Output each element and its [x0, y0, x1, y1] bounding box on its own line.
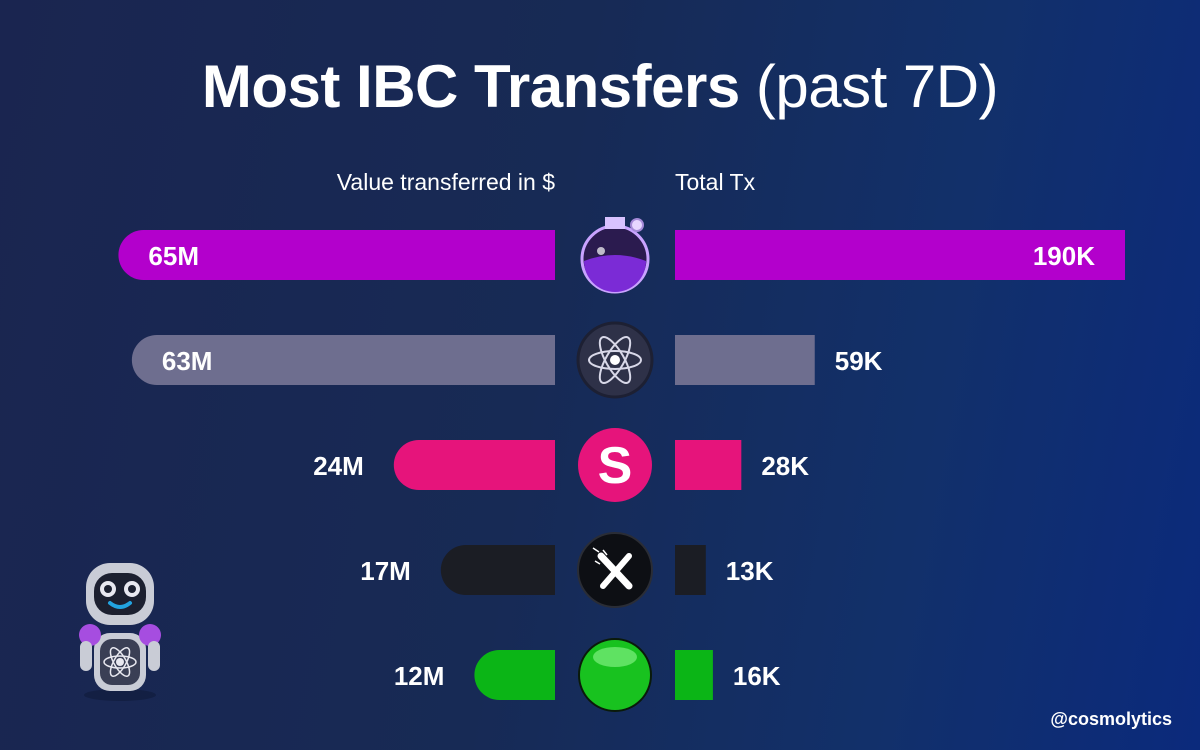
- tx-label: 28K: [761, 451, 809, 481]
- value-label: 24M: [313, 451, 364, 481]
- flask-potion-icon: [580, 217, 650, 294]
- atom-icon: [576, 321, 654, 399]
- value-bar: [474, 650, 555, 700]
- tx-bar: [675, 335, 815, 385]
- tx-bar: [675, 230, 1125, 280]
- tx-column-label: Total Tx: [675, 169, 756, 195]
- value-column-label: Value transferred in $: [336, 169, 555, 195]
- value-label: 63M: [162, 346, 213, 376]
- value-bar: [118, 230, 555, 280]
- tx-label: 13K: [726, 556, 774, 586]
- green-orb-icon: [578, 638, 652, 712]
- author-handle: @cosmolytics: [1050, 709, 1172, 729]
- value-label: 65M: [148, 241, 199, 271]
- x-logo-icon: [577, 532, 653, 608]
- tx-bar: [675, 545, 706, 595]
- svg-text:S: S: [598, 437, 633, 495]
- tx-label: 190K: [1033, 241, 1095, 271]
- tx-bar: [675, 440, 742, 490]
- value-bar: [440, 545, 555, 595]
- value-label: 17M: [360, 556, 411, 586]
- tx-label: 59K: [835, 346, 883, 376]
- title-main: Most IBC Transfers: [201, 53, 740, 120]
- tx-bar: [675, 650, 713, 700]
- value-bar: [393, 440, 555, 490]
- value-bar: [131, 335, 555, 385]
- s-logo-icon: S: [578, 428, 652, 502]
- robot-mascot-icon: [79, 563, 161, 701]
- value-label: 12M: [394, 661, 445, 691]
- tx-label: 16K: [733, 661, 781, 691]
- chart-title: Most IBC Transfers (past 7D): [0, 52, 1200, 122]
- title-period: (past 7D): [755, 53, 999, 120]
